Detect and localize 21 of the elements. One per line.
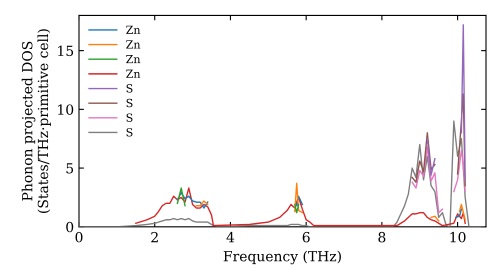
x-tick-label: 2 bbox=[151, 232, 158, 242]
line-series bbox=[135, 187, 466, 226]
x-tick-label: 6 bbox=[302, 232, 310, 242]
y-tick-label: 0 bbox=[66, 222, 74, 232]
y-tick-label: 5 bbox=[66, 163, 74, 174]
legend-label: Zn bbox=[126, 70, 140, 78]
x-tick-label: 10 bbox=[450, 232, 466, 242]
legend-label: S bbox=[126, 98, 132, 108]
legend-label: S bbox=[126, 113, 132, 122]
legend-label: Zn bbox=[126, 55, 140, 64]
y-axis-title: Phonon projected DOS (States/THz·primitive cell) bbox=[22, 29, 51, 213]
legend-label: Zn bbox=[126, 26, 140, 34]
legend-label: S bbox=[126, 128, 132, 136]
x-tick-label: 8 bbox=[378, 232, 386, 242]
legend-label: S bbox=[126, 84, 132, 93]
y-tick-label: 15 bbox=[58, 46, 74, 56]
x-tick-label: 0 bbox=[75, 232, 82, 242]
legend-label: Zn bbox=[126, 40, 140, 48]
x-tick-label: 4 bbox=[226, 232, 234, 242]
y-tick-label: 10 bbox=[58, 104, 74, 115]
x-axis-title: Frequency (THz) bbox=[224, 250, 341, 264]
